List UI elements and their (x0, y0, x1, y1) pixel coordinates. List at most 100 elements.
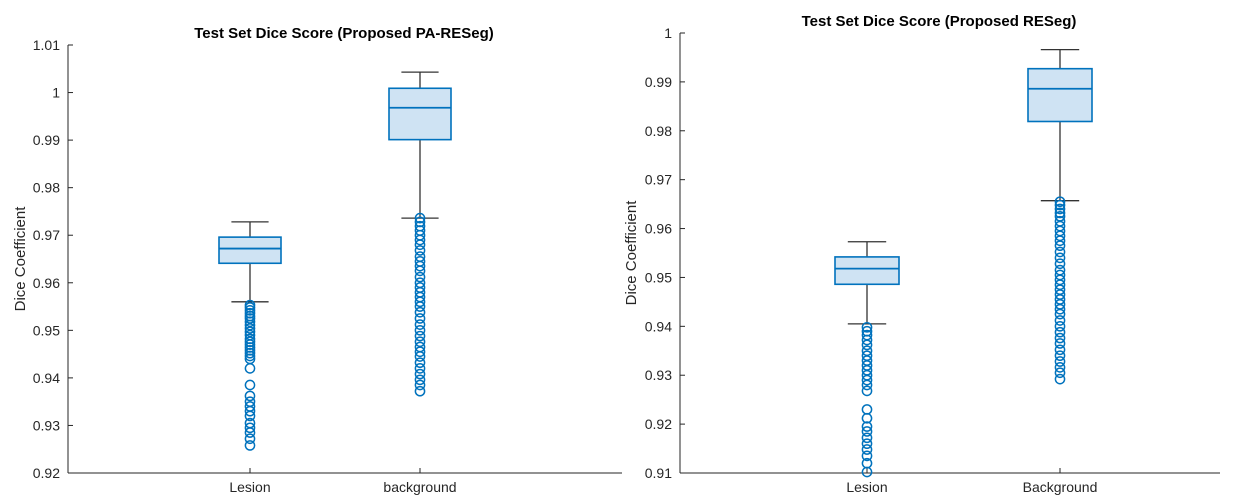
outlier-point (1054, 235, 1066, 247)
outlier-point (861, 374, 873, 386)
outlier-point (244, 379, 256, 391)
outlier-point (414, 265, 426, 277)
y-tick-label: 0.92 (33, 465, 60, 481)
outlier-point (1054, 199, 1066, 211)
outlier-point (244, 347, 256, 359)
chart-pa-reseg: Test Set Dice Score (Proposed PA-RESeg) … (12, 25, 622, 495)
outlier-point (1054, 326, 1066, 338)
x-tick-label: Lesion (846, 479, 887, 495)
outlier-point (1054, 240, 1066, 252)
y-tick-label: 0.94 (645, 318, 672, 334)
x-tick-label: background (383, 479, 456, 495)
y-tick-label: 0.98 (33, 180, 60, 196)
x-tick-label: Lesion (229, 479, 270, 495)
outlier-point (861, 444, 873, 455)
outlier-point (1054, 303, 1066, 315)
y-tick-label: 0.96 (33, 275, 60, 291)
outlier-point (414, 351, 426, 362)
outlier-point (861, 421, 873, 432)
y-tick-label: 1 (664, 25, 672, 41)
outlier-point (244, 316, 256, 328)
outlier-point (1054, 350, 1066, 362)
outlier-point (244, 390, 256, 402)
outlier-point (244, 319, 256, 331)
chart-reseg: Test Set Dice Score (Proposed RESeg) Dic… (623, 13, 1220, 495)
outlier-point (414, 260, 426, 272)
outlier-point (861, 379, 873, 391)
outlier-point (414, 379, 426, 391)
y-axis-label: Dice Coefficient (623, 200, 640, 306)
chart-title: Test Set Dice Score (Proposed RESeg) (802, 13, 1077, 30)
outlier-point (414, 336, 426, 348)
outlier-point (1054, 207, 1066, 219)
outlier-point (414, 212, 426, 224)
outlier-point (1054, 367, 1066, 379)
outlier-point (861, 339, 873, 351)
outlier-point (244, 422, 256, 434)
y-tick-label: 0.93 (33, 417, 60, 433)
outlier-point (861, 412, 873, 424)
outlier-point (244, 323, 256, 334)
outlier-point (244, 410, 256, 422)
y-tick-label: 0.96 (645, 221, 672, 237)
outlier-point (414, 346, 426, 358)
outlier-point (861, 466, 873, 478)
outlier-point (414, 324, 426, 336)
outlier-point (244, 350, 256, 362)
outlier-point (244, 305, 256, 316)
outlier-point (414, 306, 426, 318)
box-iqr (218, 236, 282, 265)
outlier-point (414, 313, 426, 324)
y-tick-label: 0.95 (645, 269, 672, 285)
y-tick-label: 1.01 (33, 37, 60, 53)
outlier-point (861, 385, 873, 397)
outlier-point (244, 405, 256, 417)
outlier-point (414, 301, 426, 312)
chart-title: Test Set Dice Score (Proposed PA-RESeg) (194, 25, 494, 42)
outlier-point (861, 432, 873, 444)
outlier-point (244, 440, 256, 451)
outlier-point (861, 426, 873, 437)
outlier-point (244, 427, 256, 438)
outlier-point (1054, 344, 1066, 356)
outlier-point (414, 245, 426, 256)
outlier-point (1054, 252, 1066, 264)
outlier-point (1054, 196, 1066, 208)
y-tick-label: 0.97 (33, 227, 60, 243)
outlier-point (414, 330, 426, 342)
y-tick-label: 0.91 (645, 465, 672, 481)
outlier-point (1054, 246, 1066, 258)
outlier-point (414, 374, 426, 386)
outlier-point (414, 357, 426, 369)
y-tick-label: 0.92 (645, 416, 672, 432)
y-tick-label: 0.95 (33, 322, 60, 338)
box-iqr (388, 87, 452, 141)
outlier-point (414, 239, 426, 251)
outlier-point (244, 313, 256, 324)
outlier-point (861, 321, 873, 333)
outlier-point (861, 404, 873, 415)
outlier-point (1054, 338, 1066, 349)
outlier-point (244, 363, 256, 374)
outlier-point (861, 334, 873, 346)
outlier-point (414, 368, 426, 380)
outlier-point (861, 450, 873, 462)
y-tick-label: 0.94 (33, 370, 60, 386)
outlier-point (1054, 373, 1066, 385)
outlier-point (244, 433, 256, 445)
outlier-point (414, 319, 426, 330)
y-tick-label: 0.99 (645, 74, 672, 90)
outlier-point (1054, 203, 1066, 215)
box-iqr (834, 256, 900, 286)
outlier-point (1054, 332, 1066, 344)
outlier-point (414, 271, 426, 283)
outlier-point (1054, 315, 1066, 326)
outlier-point (414, 385, 426, 397)
x-tick-label: Background (1023, 479, 1098, 495)
box-iqr (1027, 67, 1093, 123)
outlier-point (414, 363, 426, 374)
outlier-point (244, 326, 256, 338)
outlier-point (1054, 362, 1066, 373)
y-tick-label: 1 (52, 85, 60, 101)
y-tick-label: 0.97 (645, 172, 672, 188)
